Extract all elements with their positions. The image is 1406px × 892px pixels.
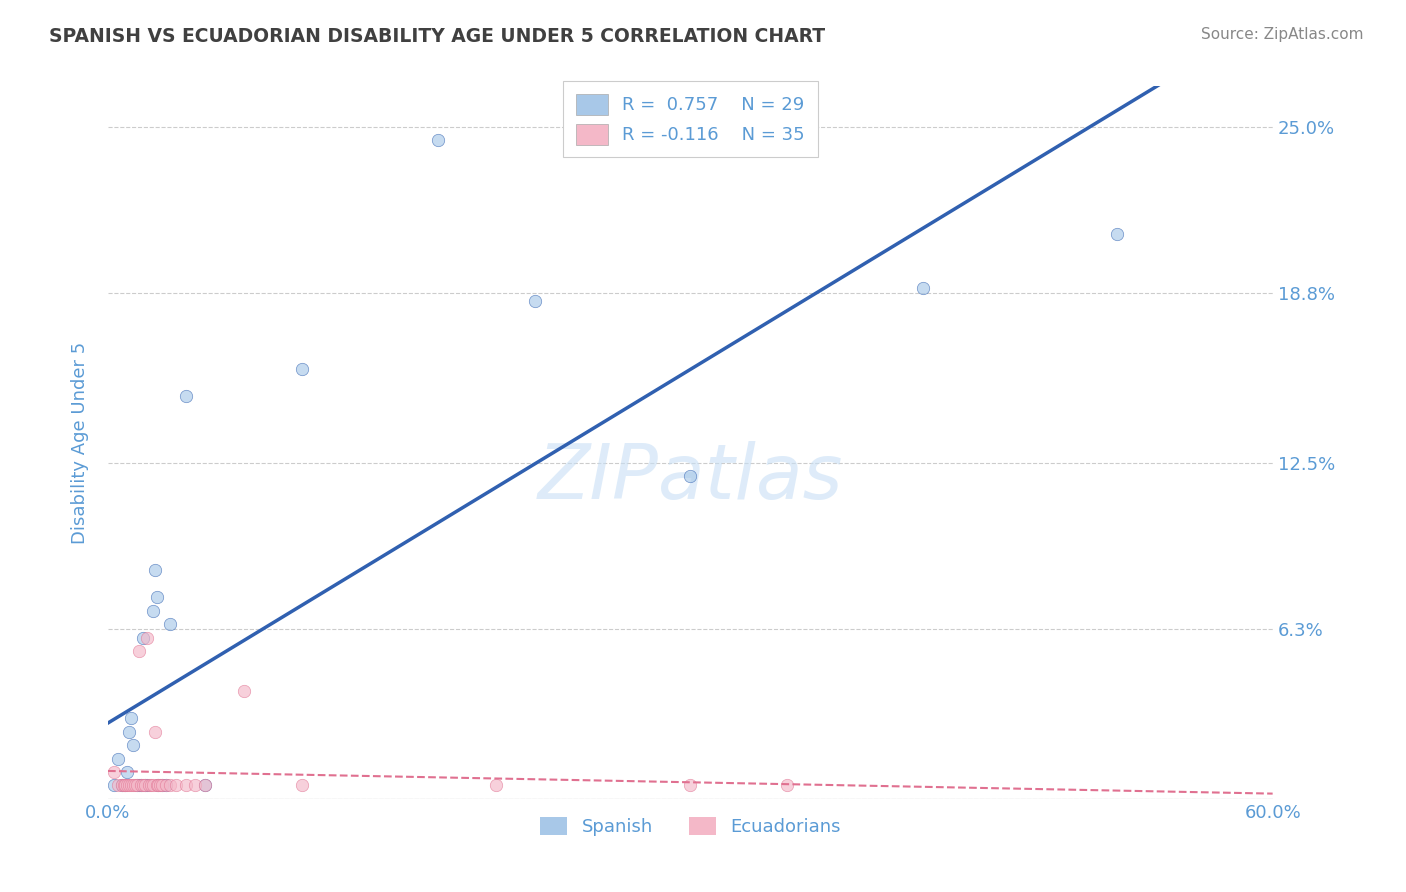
- Point: [103, 764, 125, 779]
- Point: [150, 778, 173, 792]
- Text: ZIPatlas: ZIPatlas: [537, 442, 844, 516]
- Point: [174, 778, 197, 792]
- Point: [912, 281, 935, 295]
- Point: [114, 778, 136, 792]
- Point: [148, 778, 170, 792]
- Point: [145, 590, 167, 604]
- Point: [117, 764, 139, 779]
- Point: [135, 631, 157, 645]
- Point: [194, 778, 217, 792]
- Point: [103, 778, 125, 792]
- Point: [149, 778, 172, 792]
- Point: [114, 778, 136, 792]
- Point: [134, 778, 156, 792]
- Point: [138, 778, 160, 792]
- Point: [117, 778, 139, 792]
- Point: [142, 604, 165, 618]
- Point: [127, 778, 149, 792]
- Point: [118, 778, 141, 792]
- Point: [159, 617, 181, 632]
- Point: [1107, 227, 1129, 242]
- Point: [122, 778, 145, 792]
- Point: [155, 778, 177, 792]
- Point: [679, 469, 702, 483]
- Point: [679, 778, 702, 792]
- Point: [128, 778, 150, 792]
- Point: [132, 778, 155, 792]
- Point: [112, 778, 135, 792]
- Point: [107, 778, 129, 792]
- Text: SPANISH VS ECUADORIAN DISABILITY AGE UNDER 5 CORRELATION CHART: SPANISH VS ECUADORIAN DISABILITY AGE UND…: [49, 27, 825, 45]
- Point: [143, 563, 166, 577]
- Point: [129, 778, 152, 792]
- Point: [174, 388, 197, 402]
- Point: [139, 778, 162, 792]
- Point: [107, 751, 129, 765]
- Point: [150, 778, 173, 792]
- Point: [122, 738, 145, 752]
- Point: [145, 778, 167, 792]
- Point: [194, 778, 217, 792]
- Point: [148, 778, 170, 792]
- Text: Source: ZipAtlas.com: Source: ZipAtlas.com: [1201, 27, 1364, 42]
- Point: [291, 361, 314, 376]
- Point: [524, 294, 547, 309]
- Point: [128, 644, 150, 658]
- Point: [118, 724, 141, 739]
- Point: [155, 778, 177, 792]
- Point: [776, 778, 799, 792]
- Point: [129, 778, 152, 792]
- Point: [132, 631, 155, 645]
- Legend: Spanish, Ecuadorians: Spanish, Ecuadorians: [533, 809, 848, 843]
- Point: [110, 778, 132, 792]
- Point: [135, 778, 157, 792]
- Point: [427, 133, 450, 147]
- Y-axis label: Disability Age Under 5: Disability Age Under 5: [72, 342, 89, 544]
- Point: [142, 778, 165, 792]
- Point: [120, 778, 142, 792]
- Point: [110, 778, 132, 792]
- Point: [134, 778, 156, 792]
- Point: [127, 778, 149, 792]
- Point: [165, 778, 187, 792]
- Point: [143, 724, 166, 739]
- Point: [485, 778, 508, 792]
- Point: [232, 684, 254, 698]
- Point: [124, 778, 146, 792]
- Point: [184, 778, 207, 792]
- Point: [159, 778, 181, 792]
- Point: [291, 778, 314, 792]
- Point: [120, 711, 142, 725]
